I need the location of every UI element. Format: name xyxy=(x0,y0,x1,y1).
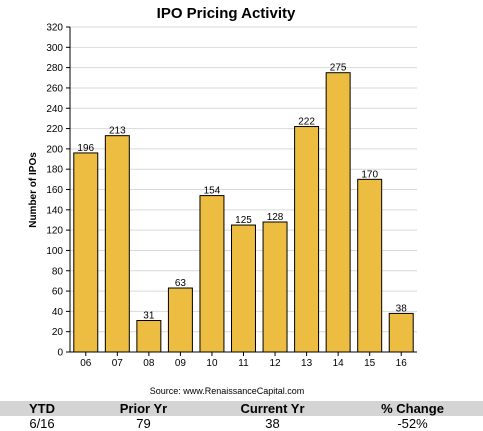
header-pct-change: % Change xyxy=(381,401,444,416)
bars: 196 213 31 63 154 125 128 222 275 170 38 xyxy=(73,63,414,353)
x-tick-label: 11 xyxy=(238,358,249,369)
bar-value-label: 128 xyxy=(267,212,284,223)
bar-value-label: 170 xyxy=(361,169,378,180)
bar-value-label: 196 xyxy=(77,143,94,154)
x-tick-label: 07 xyxy=(112,358,124,369)
header-ytd: YTD xyxy=(29,401,55,416)
bar-value-label: 213 xyxy=(109,126,126,137)
header-prior-yr: Prior Yr xyxy=(119,401,168,416)
y-tick-label: 260 xyxy=(46,83,63,94)
y-axis-label: Number of IPOs xyxy=(28,152,39,228)
bar xyxy=(357,178,383,353)
y-tick-label: 60 xyxy=(52,287,64,298)
y-tick-label: 160 xyxy=(46,185,63,196)
y-tick-label: 0 xyxy=(57,348,63,359)
bar xyxy=(262,221,288,353)
y-tick-label: 140 xyxy=(46,205,63,216)
ipo-bar-chart: IPO Pricing Activity 0 20 40 60 80 100 120 140 1… xyxy=(28,5,417,396)
x-tick-label: 10 xyxy=(206,358,218,369)
x-tick-label: 13 xyxy=(301,358,313,369)
bar-value-label: 63 xyxy=(175,278,187,289)
bar xyxy=(388,312,414,353)
chart-title: IPO Pricing Activity xyxy=(157,5,296,22)
y-tick-label: 180 xyxy=(46,165,63,176)
x-tick-label: 12 xyxy=(269,358,281,369)
y-tick-label: 220 xyxy=(46,124,63,135)
cell-ytd: 6/16 xyxy=(0,416,84,431)
bar xyxy=(294,126,320,353)
ytd-summary-table: YTD Prior Yr Current Yr % Change 6/16 79… xyxy=(0,401,483,431)
cell-current-yr: 38 xyxy=(203,416,342,431)
bar xyxy=(73,152,99,353)
bar xyxy=(167,287,193,353)
bar xyxy=(136,320,162,353)
bar-value-label: 31 xyxy=(143,311,155,322)
y-tick-label: 40 xyxy=(52,307,64,318)
source-note: Source: www.RenaissanceCapital.com xyxy=(150,386,305,396)
y-tick-label: 240 xyxy=(46,104,63,115)
y-tick-label: 280 xyxy=(46,63,63,74)
y-axis-ticks: 0 20 40 60 80 100 120 140 160 180 200 220 240 260 280 3… xyxy=(46,23,70,359)
cell-prior-yr: 79 xyxy=(84,416,203,431)
x-tick-label: 08 xyxy=(143,358,155,369)
bar-value-label: 154 xyxy=(204,186,221,197)
bar-value-label: 125 xyxy=(235,215,252,226)
y-tick-label: 300 xyxy=(46,43,63,54)
bar xyxy=(104,135,130,353)
y-tick-label: 120 xyxy=(46,226,63,237)
y-tick-label: 20 xyxy=(52,327,64,338)
x-tick-label: 14 xyxy=(333,358,345,369)
summary-header-row: YTD Prior Yr Current Yr % Change xyxy=(0,401,483,416)
header-current-yr: Current Yr xyxy=(240,401,305,416)
cell-pct-change: -52% xyxy=(342,416,483,431)
bar-value-label: 222 xyxy=(298,117,315,128)
bar-value-label: 38 xyxy=(396,303,408,314)
bar xyxy=(199,195,225,353)
x-tick-label: 09 xyxy=(175,358,187,369)
summary-data-row: 6/16 79 38 -52% xyxy=(0,416,483,431)
y-tick-label: 100 xyxy=(46,246,63,257)
bar xyxy=(231,224,256,353)
x-axis-ticks: 06 07 08 09 10 11 12 13 14 15 16 xyxy=(80,352,407,369)
x-tick-label: 06 xyxy=(80,358,92,369)
bar xyxy=(325,72,351,353)
x-tick-label: 16 xyxy=(396,358,408,369)
x-tick-label: 15 xyxy=(364,358,376,369)
bar-value-label: 275 xyxy=(330,63,347,74)
y-tick-label: 200 xyxy=(46,144,63,155)
y-tick-label: 80 xyxy=(52,266,64,277)
y-tick-label: 320 xyxy=(46,23,63,34)
